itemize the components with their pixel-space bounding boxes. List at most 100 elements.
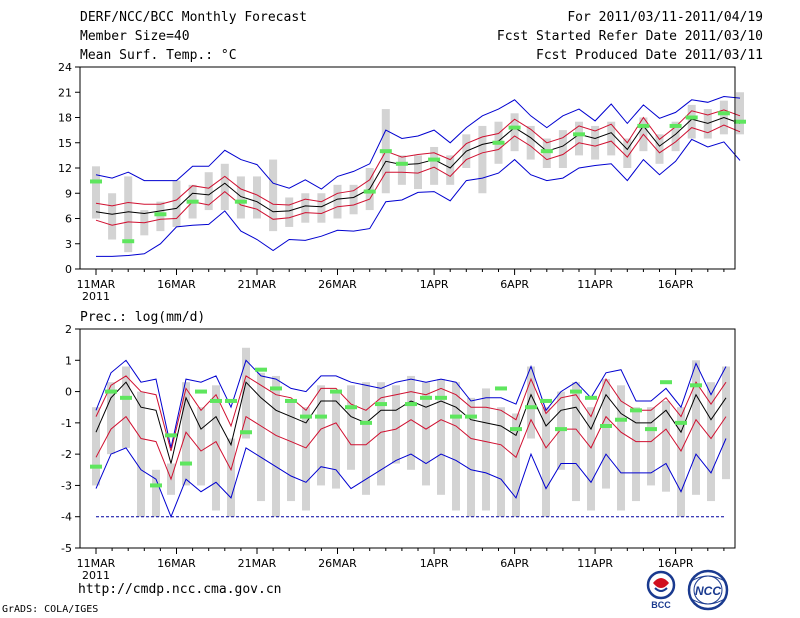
xtick-label-1-5: 6APR — [500, 557, 529, 570]
box-0-27 — [526, 125, 535, 160]
series-ensemble-min-1 — [95, 438, 727, 519]
obs-mark-0-36 — [669, 123, 682, 128]
ytick-label-1--3: -3 — [61, 479, 72, 492]
box-1-35 — [617, 385, 625, 511]
obs-mark-1-15 — [315, 414, 327, 419]
box-0-8 — [220, 163, 229, 211]
plot-frame-1 — [79, 328, 736, 549]
ytick-label-0-24: 24 — [58, 61, 72, 74]
obs-mark-1-28 — [510, 427, 522, 432]
series-ensemble-mean-1 — [95, 381, 727, 464]
obs-mark-1-13 — [285, 398, 297, 403]
source-url[interactable]: http://cmdp.ncc.cma.gov.cn — [78, 582, 282, 597]
obs-mark-0-18 — [379, 149, 392, 154]
obs-mark-0-6 — [186, 199, 199, 204]
xtick-label-0-2: 21MAR — [238, 278, 277, 291]
obs-mark-1-12 — [270, 386, 282, 391]
xtick-label-1-2: 21MAR — [238, 557, 277, 570]
xtick-label-0-6: 11APR — [577, 278, 613, 291]
box-0-28 — [542, 138, 551, 168]
box-1-2 — [122, 366, 130, 448]
box-1-0 — [92, 407, 100, 486]
obs-mark-1-23 — [435, 395, 447, 400]
box-0-11 — [269, 159, 278, 232]
obs-mark-1-2 — [120, 395, 132, 400]
ytick-label-0-9: 9 — [65, 187, 72, 200]
series-ensemble-min-0 — [96, 138, 741, 257]
obs-mark-1-38 — [660, 380, 672, 385]
obs-mark-1-24 — [450, 414, 462, 419]
ytick-label-1-2: 2 — [65, 323, 72, 336]
obs-mark-1-7 — [195, 389, 207, 394]
box-0-31 — [591, 125, 600, 160]
box-1-25 — [467, 397, 475, 517]
precip-panel-title: Prec.: log(mm/d) — [80, 310, 206, 325]
obs-mark-1-31 — [555, 427, 567, 432]
box-0-16 — [349, 184, 358, 215]
ytick-label-0-18: 18 — [58, 112, 72, 125]
box-1-8 — [212, 385, 220, 511]
box-1-29 — [527, 366, 535, 439]
box-0-10 — [253, 176, 261, 219]
grads-credit: GrADS: COLA/IGES — [2, 604, 99, 615]
box-1-40 — [692, 360, 700, 495]
obs-mark-0-34 — [637, 123, 650, 128]
fcst-produced-date: Fcst Produced Date 2011/03/11 — [536, 48, 763, 63]
box-0-20 — [414, 155, 422, 190]
obs-mark-1-40 — [690, 383, 702, 388]
obs-mark-0-19 — [395, 161, 408, 166]
box-1-26 — [482, 388, 490, 511]
box-0-32 — [607, 121, 616, 156]
obs-mark-1-19 — [375, 402, 387, 407]
box-0-22 — [446, 155, 455, 185]
box-0-30 — [575, 121, 583, 156]
box-0-40 — [736, 92, 744, 135]
obs-mark-0-28 — [540, 149, 553, 154]
series-ensemble-max-1 — [95, 359, 727, 449]
series-upper-spread-0 — [95, 109, 741, 207]
box-0-15 — [333, 184, 342, 219]
obs-mark-1-18 — [360, 420, 372, 425]
box-1-42 — [722, 366, 730, 480]
box-1-22 — [422, 382, 430, 486]
ncc-logo: NCC — [687, 569, 729, 611]
box-0-33 — [623, 138, 632, 168]
box-1-4 — [152, 469, 160, 517]
chart-title: DERF/NCC/BCC Monthly Forecast — [80, 10, 307, 25]
obs-mark-1-22 — [420, 395, 432, 400]
box-1-37 — [647, 407, 655, 486]
box-0-37 — [687, 104, 696, 139]
xtick-label-0-7: 16APR — [658, 278, 694, 291]
obs-mark-1-6 — [180, 461, 192, 466]
obs-mark-0-17 — [363, 189, 376, 194]
obs-mark-1-29 — [525, 405, 537, 410]
box-0-9 — [236, 176, 245, 219]
obs-mark-0-2 — [122, 239, 135, 244]
ytick-label-0-12: 12 — [58, 162, 72, 175]
obs-mark-0-26 — [508, 125, 521, 130]
forecast-period: For 2011/03/11-2011/04/19 — [567, 10, 763, 25]
box-1-10 — [242, 347, 250, 439]
box-1-20 — [392, 385, 400, 464]
box-1-21 — [407, 375, 415, 470]
member-size: Member Size=40 — [80, 29, 190, 44]
box-1-12 — [272, 375, 280, 517]
obs-mark-1-16 — [330, 389, 342, 394]
obs-mark-1-27 — [495, 386, 507, 391]
series-upper-spread-1 — [95, 375, 727, 452]
box-1-14 — [302, 407, 310, 511]
obs-mark-1-10 — [240, 430, 252, 435]
obs-mark-1-11 — [255, 367, 267, 372]
box-0-36 — [671, 121, 680, 152]
obs-mark-1-21 — [405, 402, 417, 407]
box-0-12 — [285, 197, 294, 227]
box-0-35 — [655, 134, 664, 164]
obs-mark-1-37 — [645, 427, 657, 432]
ytick-label-1-1: 1 — [65, 354, 72, 367]
box-1-1 — [107, 382, 115, 455]
obs-mark-0-21 — [428, 157, 441, 162]
obs-mark-0-39 — [717, 111, 730, 116]
series-ensemble-mean-0 — [95, 116, 741, 215]
obs-mark-0-25 — [492, 140, 505, 145]
